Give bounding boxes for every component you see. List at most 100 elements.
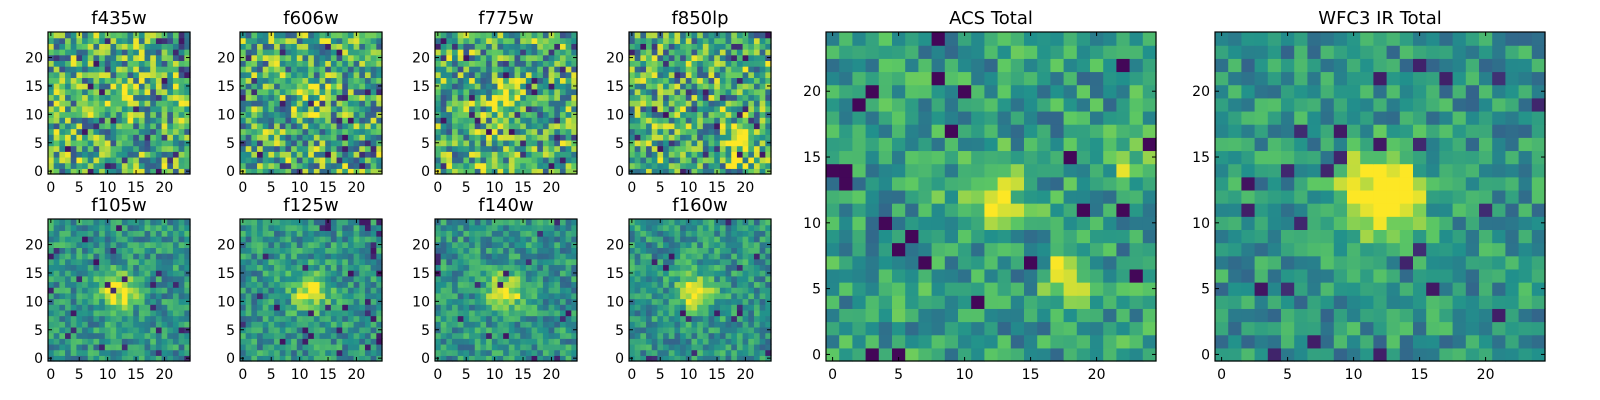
heatmap-cell xyxy=(508,230,516,237)
heatmap-cell xyxy=(629,304,636,311)
heatmap-cell xyxy=(525,253,533,260)
heatmap-cell xyxy=(87,332,95,339)
heatmap-cell xyxy=(319,151,326,158)
heatmap-cell xyxy=(571,60,578,67)
heatmap-cell xyxy=(486,43,493,50)
heatmap-cell xyxy=(725,298,732,305)
heatmap-cell xyxy=(65,71,72,79)
heatmap-cell xyxy=(748,111,755,118)
heatmap-cell xyxy=(565,145,572,152)
heatmap-cell xyxy=(736,60,744,67)
heatmap-cell xyxy=(319,219,326,226)
heatmap-cell xyxy=(435,315,442,322)
heatmap-cell xyxy=(245,236,252,243)
heatmap-cell xyxy=(279,298,287,305)
heatmap-cell xyxy=(178,326,185,334)
heatmap-cell xyxy=(285,270,292,277)
heatmap-cell xyxy=(514,60,521,67)
heatmap-cell xyxy=(110,270,117,277)
heatmap-cell xyxy=(127,236,134,243)
heatmap-cell xyxy=(279,315,287,322)
heatmap-cell xyxy=(133,287,140,294)
heatmap-cell xyxy=(542,145,550,152)
heatmap-cell xyxy=(65,332,72,339)
heatmap-cell xyxy=(48,60,55,67)
heatmap-cell xyxy=(313,247,321,254)
heatmap-cell xyxy=(446,315,453,322)
heatmap-cell xyxy=(116,236,123,243)
heatmap-cell xyxy=(313,326,321,334)
heatmap-cell xyxy=(127,315,134,322)
heatmap-cell xyxy=(469,224,476,231)
heatmap-cell xyxy=(697,32,704,39)
heatmap-cell xyxy=(319,287,326,294)
heatmap-cell xyxy=(685,100,693,107)
heatmap-cell xyxy=(525,315,533,322)
heatmap-cell xyxy=(65,338,72,345)
heatmap-cell xyxy=(542,326,550,334)
heatmap-cell xyxy=(82,219,89,226)
heatmap-cell xyxy=(313,32,321,39)
heatmap-cell xyxy=(184,349,191,356)
heatmap-cell xyxy=(296,134,304,141)
heatmap-cell xyxy=(133,224,140,231)
heatmap-cell xyxy=(634,139,641,147)
x-tick-label: 20 xyxy=(348,180,366,196)
heatmap-cell xyxy=(548,332,555,339)
heatmap-cell xyxy=(342,355,349,362)
heatmap-cell xyxy=(668,71,676,79)
heatmap-cell xyxy=(110,151,117,158)
heatmap-cell xyxy=(491,77,499,84)
heatmap-cell xyxy=(520,145,527,152)
heatmap-cell xyxy=(702,83,710,90)
heatmap-cell xyxy=(279,355,287,362)
heatmap-cell xyxy=(736,338,744,345)
heatmap-cell xyxy=(359,343,366,351)
heatmap-cell xyxy=(486,287,493,294)
heatmap-cell xyxy=(240,77,247,84)
heatmap-cell xyxy=(497,264,504,271)
heatmap-cell xyxy=(571,236,578,243)
heatmap-cell xyxy=(480,292,487,300)
heatmap-cell xyxy=(714,128,721,135)
heatmap-cell xyxy=(565,287,572,294)
heatmap-cell xyxy=(133,49,140,56)
heatmap-cell xyxy=(651,355,658,362)
heatmap-cell xyxy=(514,230,521,237)
heatmap-cell xyxy=(520,241,527,248)
heatmap-cell xyxy=(268,326,275,334)
heatmap-cell xyxy=(330,275,338,283)
heatmap-cell xyxy=(446,355,453,362)
heatmap-cell xyxy=(82,304,89,311)
heatmap-cell xyxy=(48,315,55,322)
heatmap-cell xyxy=(325,287,332,294)
heatmap-cell xyxy=(127,54,134,61)
heatmap-cell xyxy=(330,32,338,39)
heatmap-cell xyxy=(82,145,89,152)
heatmap-cell xyxy=(474,258,482,266)
heatmap-cell xyxy=(104,162,112,169)
heatmap-cell xyxy=(279,145,287,152)
heatmap-cell xyxy=(167,304,174,311)
heatmap-cell xyxy=(742,105,749,113)
heatmap-cell xyxy=(435,134,442,141)
heatmap-cell xyxy=(308,134,315,141)
y-tick-label: 15 xyxy=(412,79,430,95)
heatmap-cell xyxy=(245,37,252,44)
heatmap-cell xyxy=(435,37,442,44)
heatmap-cell xyxy=(330,321,338,328)
heatmap-cell xyxy=(508,332,516,339)
panel-title: f775w xyxy=(478,8,533,29)
heatmap-cell xyxy=(663,134,670,141)
heatmap-cell xyxy=(634,156,641,164)
heatmap-cell xyxy=(82,43,89,50)
heatmap-cell xyxy=(503,77,510,84)
heatmap-cell xyxy=(537,100,544,107)
heatmap-cell xyxy=(104,224,112,231)
heatmap-cell xyxy=(268,88,275,96)
heatmap-cell xyxy=(370,66,377,73)
x-tick-label: 20 xyxy=(156,180,174,196)
heatmap-cell xyxy=(446,43,453,50)
heatmap-cell xyxy=(313,60,321,67)
